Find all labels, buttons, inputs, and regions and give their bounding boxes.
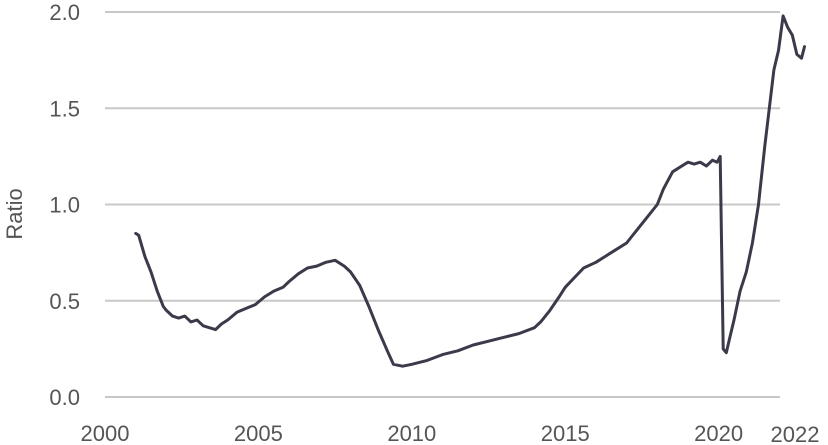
- x-tick-labels: 2000 2005 2010 2015 2020 2022: [81, 421, 820, 445]
- y-tick-label: 0.0: [49, 385, 80, 410]
- grid-lines: [105, 11, 780, 398]
- x-tick-label: 2000: [81, 421, 130, 445]
- series-line: [134, 14, 806, 368]
- x-tick-label: 2010: [387, 421, 436, 445]
- y-tick-label: 2.0: [49, 0, 80, 25]
- x-tick-label: 2020: [694, 421, 743, 445]
- y-tick-label: 0.5: [49, 289, 80, 314]
- x-tick-label: 2022: [771, 422, 820, 445]
- y-axis-label: Ratio: [2, 188, 27, 239]
- series-layer: [134, 14, 806, 368]
- y-tick-label: 1.0: [49, 193, 80, 218]
- y-tick-labels: 0.0 0.5 1.0 1.5 2.0: [49, 0, 80, 410]
- y-tick-label: 1.5: [49, 96, 80, 121]
- x-tick-label: 2015: [541, 421, 590, 445]
- x-tick-label: 2005: [234, 421, 283, 445]
